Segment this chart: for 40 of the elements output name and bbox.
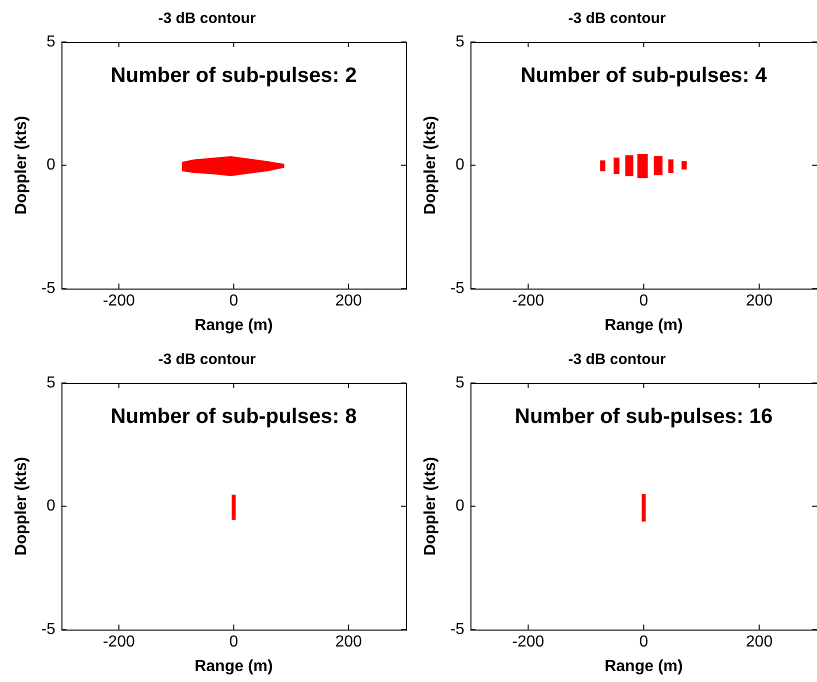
x-axis-title: Range (m) bbox=[604, 316, 683, 334]
chart-title: -3 dB contour bbox=[568, 10, 666, 28]
y-tick-label: -5 bbox=[450, 621, 465, 638]
x-tick-label: 0 bbox=[229, 634, 238, 651]
x-tick-label: -200 bbox=[102, 634, 135, 651]
y-tick-label: -5 bbox=[450, 280, 465, 298]
annotation: Number of sub-pulses: 16 bbox=[514, 404, 773, 428]
y-axis-title: Doppler (kts) bbox=[13, 116, 30, 215]
y-axis-title: Doppler (kts) bbox=[13, 456, 30, 556]
x-axis-title: Range (m) bbox=[194, 658, 273, 675]
x-axis-title: Range (m) bbox=[194, 316, 273, 334]
x-tick-label: 200 bbox=[335, 292, 362, 310]
x-tick-label: 0 bbox=[639, 634, 648, 651]
y-tick-label: 0 bbox=[46, 498, 56, 515]
annotation: Number of sub-pulses: 4 bbox=[520, 64, 768, 87]
y-tick-label: 5 bbox=[46, 33, 56, 50]
y-tick-label: 5 bbox=[456, 33, 465, 50]
annotation: Number of sub-pulses: 2 bbox=[110, 64, 357, 87]
y-tick-label: 0 bbox=[456, 498, 465, 515]
x-tick-label: 200 bbox=[746, 292, 773, 310]
y-tick-label: 0 bbox=[46, 156, 56, 174]
y-axis-title: Doppler (kts) bbox=[422, 116, 440, 215]
x-tick-label: 0 bbox=[229, 292, 238, 310]
x-tick-label: -200 bbox=[512, 292, 544, 310]
y-tick-label: 5 bbox=[456, 374, 465, 392]
y-tick-label: 0 bbox=[456, 156, 465, 174]
y-axis-title: Doppler (kts) bbox=[422, 456, 440, 556]
annotation: Number of sub-pulses: 8 bbox=[110, 404, 358, 428]
x-tick-label: -200 bbox=[102, 292, 135, 310]
y-tick-label: -5 bbox=[41, 280, 56, 298]
x-axis-title: Range (m) bbox=[604, 658, 683, 675]
chart-title: -3 dB contour bbox=[568, 351, 666, 368]
x-tick-label: 200 bbox=[335, 634, 362, 651]
chart-title: -3 dB contour bbox=[158, 10, 256, 28]
chart-title: -3 dB contour bbox=[158, 351, 256, 368]
x-tick-label: 200 bbox=[746, 634, 773, 651]
y-tick-label: -5 bbox=[41, 621, 56, 638]
y-tick-label: 5 bbox=[46, 374, 56, 392]
x-tick-label: 0 bbox=[639, 292, 648, 310]
x-tick-label: -200 bbox=[512, 634, 544, 651]
